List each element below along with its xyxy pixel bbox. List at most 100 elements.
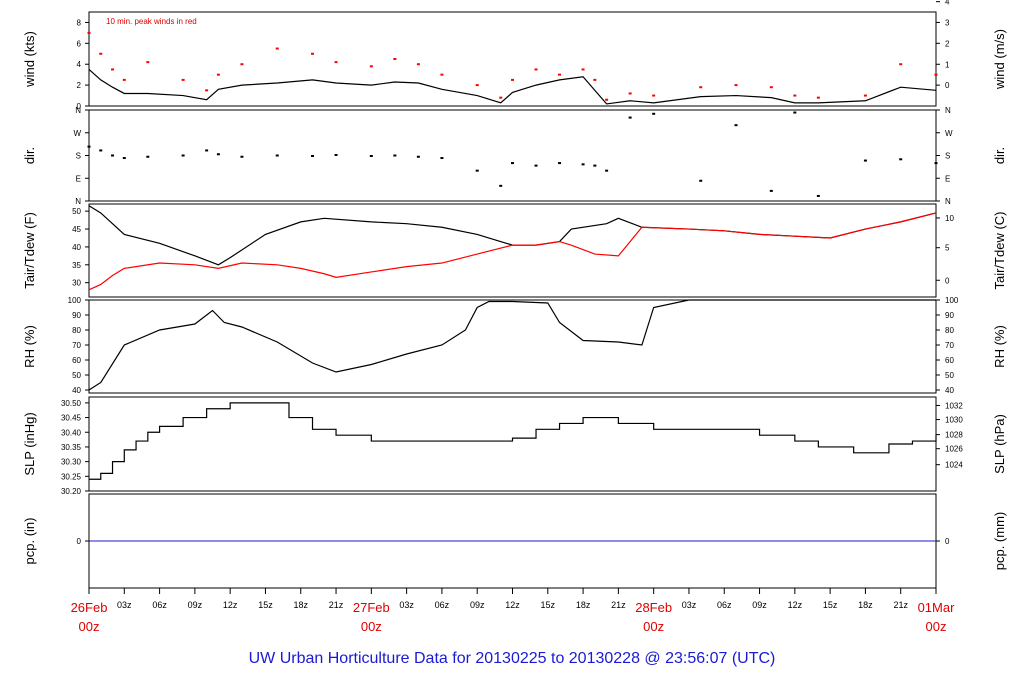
y-right-tick-label: 40: [945, 386, 954, 395]
y-right-tick-label: N: [945, 197, 951, 206]
peak-wind-point: [181, 78, 185, 81]
panel-frame: [88, 396, 937, 492]
panel-frame: [88, 203, 937, 298]
wind-direction-point: [311, 155, 315, 158]
y-tick-label: 30.35: [61, 443, 82, 452]
y-tick-label: 30.50: [61, 399, 82, 408]
peak-wind-point: [416, 63, 420, 66]
x-hour-label: 15z: [541, 600, 556, 610]
air-temperature-line: [88, 205, 937, 266]
x-hour-label: 18z: [576, 600, 591, 610]
x-day-label: 01Mar: [918, 600, 956, 615]
y-right-tick-label: 50: [945, 371, 954, 380]
peak-wind-point: [122, 78, 126, 81]
wind-direction-point: [605, 169, 609, 172]
peak-wind-point: [558, 73, 562, 76]
peak-wind-point: [628, 92, 632, 95]
x-hour-label: 18z: [858, 600, 873, 610]
y-tick-label: 30.20: [61, 487, 82, 496]
wind-direction-point: [369, 155, 373, 158]
peak-wind-point: [581, 68, 585, 71]
y-right-tick-label: 70: [945, 341, 954, 350]
y-right-tick-label: 0: [945, 537, 950, 546]
x-hour-label: 09z: [188, 600, 203, 610]
chart-caption: UW Urban Horticulture Data for 20130225 …: [248, 650, 776, 667]
y-tick-label: 30.40: [61, 428, 82, 437]
panel-frame: [88, 11, 937, 107]
x-hour-label: 03z: [399, 600, 414, 610]
peak-wind-point: [652, 94, 656, 97]
peak-wind-point: [240, 63, 244, 66]
x-hour-label: 12z: [223, 600, 238, 610]
x-hour-label: 15z: [823, 600, 838, 610]
y-tick-label: 2: [77, 81, 82, 90]
y-axis-label: wind (kts): [22, 31, 37, 88]
wind-direction-point: [628, 116, 632, 119]
y-tick-label: 6: [77, 39, 82, 48]
peak-wind-point: [334, 61, 338, 64]
x-hour-label: 15z: [258, 600, 273, 610]
x-day-hour-label: 00z: [361, 619, 382, 634]
peak-wind-point: [734, 84, 738, 87]
x-hour-label: 06z: [717, 600, 732, 610]
y-tick-label: 4: [77, 60, 82, 69]
wind-direction-point: [581, 163, 585, 166]
y-tick-label: S: [76, 152, 81, 161]
wind-direction-point: [499, 184, 503, 187]
wind-direction-point: [99, 149, 103, 152]
x-day-label: 28Feb: [635, 600, 672, 615]
peak-wind-point: [605, 98, 609, 101]
x-hour-label: 06z: [435, 600, 450, 610]
peak-wind-point: [499, 96, 503, 99]
x-hour-label: 09z: [752, 600, 767, 610]
wind-direction-point: [416, 155, 420, 158]
wind-direction-point: [240, 155, 244, 158]
x-day-label: 26Feb: [71, 600, 108, 615]
wind-direction-point: [111, 154, 115, 157]
wind-direction-point: [593, 164, 597, 167]
wind-direction-point: [511, 162, 514, 165]
peak-wind-point: [275, 47, 279, 50]
wind-direction-point: [122, 157, 126, 160]
y-right-tick-label: 5: [945, 244, 950, 253]
wind-direction-point: [816, 194, 820, 197]
y-right-tick-label: 60: [945, 356, 954, 365]
y-right-tick-label: N: [945, 106, 951, 115]
y-axis-label: RH (%): [22, 325, 37, 368]
x-hour-label: 09z: [470, 600, 485, 610]
y-right-tick-label: 2: [945, 39, 950, 48]
x-hour-label: 21z: [611, 600, 626, 610]
peak-wind-point: [769, 86, 773, 89]
peak-wind-point: [87, 31, 91, 34]
y-axis-label-right: Tair/Tdew (C): [992, 211, 1007, 289]
y-axis-label-right: pcp. (mm): [992, 512, 1007, 571]
y-tick-label: 8: [77, 18, 82, 27]
wind-direction-point: [205, 149, 209, 152]
x-hour-label: 03z: [117, 600, 132, 610]
wind-direction-point: [146, 155, 150, 158]
y-right-tick-label: S: [945, 152, 950, 161]
x-hour-label: 21z: [329, 600, 344, 610]
peak-wind-point: [863, 94, 867, 97]
y-right-tick-label: 90: [945, 311, 954, 320]
pressure-line: [89, 402, 937, 480]
y-tick-label: W: [73, 129, 81, 138]
peak-wind-point: [99, 52, 103, 55]
y-tick-label: 50: [72, 207, 81, 216]
panel-pressure: 30.20 30.25 30.30 30.35 30.40 30.45 30.50 1024 1…: [22, 396, 1007, 496]
peak-wind-point: [816, 96, 820, 99]
rh-line: [88, 299, 936, 391]
y-axis-label-right: SLP (hPa): [992, 414, 1007, 474]
x-hour-label: 03z: [682, 600, 697, 610]
peak-wind-point: [934, 73, 938, 76]
x-day-hour-label: 00z: [79, 619, 100, 634]
y-right-tick-label: 1032: [945, 401, 963, 410]
y-tick-label: 80: [72, 326, 81, 335]
wind-direction-point: [899, 158, 903, 161]
peak-wind-point: [216, 73, 220, 76]
wind-direction-point: [87, 145, 91, 148]
y-tick-label: 70: [72, 341, 81, 350]
peak-wind-point: [793, 94, 797, 97]
y-tick-label: 40: [72, 386, 81, 395]
wind-direction-point: [863, 159, 867, 162]
